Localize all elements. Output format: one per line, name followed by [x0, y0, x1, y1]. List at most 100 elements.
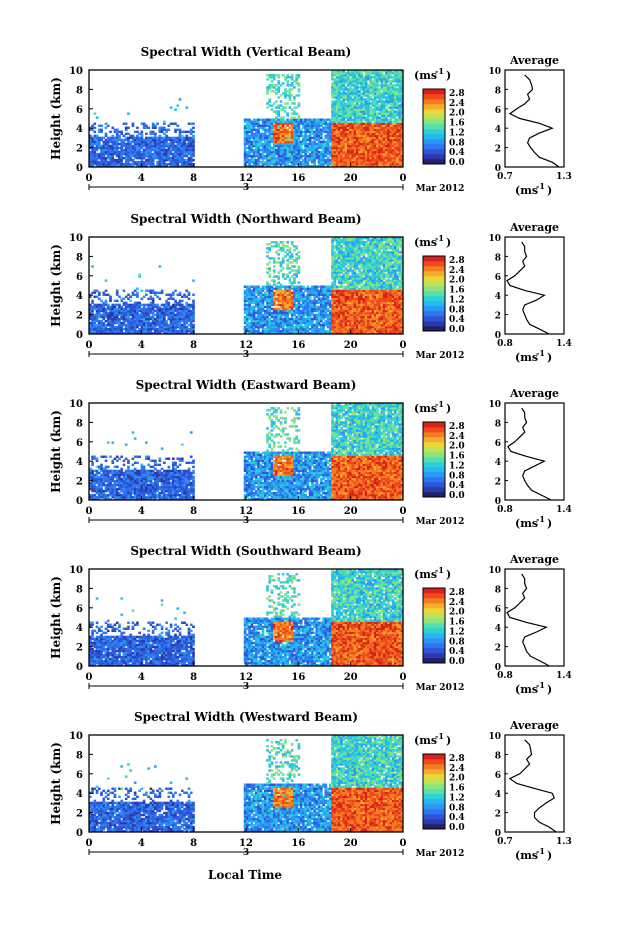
heatmap-cell — [389, 88, 393, 91]
heatmap-cell — [187, 319, 191, 323]
heatmap-cell — [272, 321, 276, 325]
heatmap-cell — [277, 275, 281, 278]
heatmap-cell — [156, 164, 159, 168]
heatmap-cell — [398, 112, 402, 115]
heatmap-cell — [189, 160, 193, 164]
heatmap-cell — [293, 146, 296, 150]
heatmap-cell — [342, 108, 346, 111]
heatmap-cell — [304, 323, 307, 327]
heatmap-cell — [398, 118, 402, 121]
heatmap-cell — [344, 162, 348, 166]
heatmap-cell — [254, 287, 258, 290]
heatmap-cell — [337, 90, 341, 93]
heatmap-cell — [259, 297, 263, 301]
heatmap-cell — [284, 120, 287, 123]
heatmap-cell — [138, 132, 141, 136]
heatmap-cell — [297, 114, 301, 117]
heatmap-cell — [254, 152, 258, 156]
heatmap-cell — [290, 116, 294, 119]
heatmap-cell — [250, 291, 254, 294]
heatmap-cell — [156, 331, 159, 335]
heatmap-cell — [378, 162, 381, 166]
heatmap-cell — [306, 297, 310, 301]
heatmap-cell — [358, 138, 361, 142]
heatmap-cell — [346, 140, 350, 144]
heatmap-cell — [140, 156, 144, 160]
heatmap-cell — [362, 142, 366, 146]
heatmap-cell — [333, 158, 337, 162]
heatmap-cell — [124, 327, 128, 331]
heatmap-cell — [266, 243, 269, 246]
heatmap-cell — [380, 136, 384, 140]
heatmap-cell — [91, 325, 94, 329]
heatmap-cell — [351, 126, 355, 130]
heatmap-cell — [277, 144, 281, 148]
heatmap-cell — [349, 146, 352, 150]
heatmap-cell — [250, 124, 254, 127]
heatmap-cell — [279, 289, 283, 292]
heatmap-cell — [156, 317, 159, 321]
heatmap-cell — [297, 122, 301, 125]
heatmap-cell — [355, 124, 359, 127]
heatmap-cell — [270, 331, 274, 335]
heatmap-cell — [286, 303, 290, 307]
heatmap-cell — [328, 158, 332, 162]
heatmap-cell — [147, 138, 150, 142]
heatmap-cell — [187, 303, 191, 307]
heatmap-cell — [358, 134, 361, 138]
heatmap-cell — [165, 309, 168, 313]
heatmap-cell — [140, 158, 144, 162]
heatmap-cell — [149, 327, 153, 331]
heatmap-cell — [275, 126, 278, 130]
heatmap-cell — [398, 126, 402, 130]
heatmap-cell — [376, 86, 379, 89]
heatmap-cell — [355, 132, 359, 136]
heatmap-cell — [328, 150, 332, 154]
heatmap-cell — [293, 118, 296, 121]
heatmap-cell — [252, 315, 256, 319]
heatmap-cell — [106, 317, 110, 321]
heatmap-cell — [167, 154, 171, 158]
heatmap-cell — [373, 150, 377, 154]
heatmap-cell — [95, 289, 99, 292]
heatmap-cell — [299, 287, 303, 290]
heatmap-cell — [340, 70, 343, 73]
heatmap-cell — [290, 269, 294, 272]
heatmap-cell — [140, 152, 144, 156]
heatmap-cell — [353, 92, 357, 95]
heatmap-cell — [174, 309, 177, 313]
heatmap-cell — [176, 156, 180, 160]
heatmap-cell — [180, 303, 184, 307]
heatmap-cell — [270, 126, 274, 130]
heatmap-cell — [183, 319, 186, 323]
heatmap-cell — [360, 136, 364, 140]
heatmap-cell — [302, 142, 305, 146]
heatmap-cell — [360, 144, 364, 148]
heatmap-cell — [355, 84, 359, 87]
heatmap-cell — [396, 70, 399, 73]
heatmap-cell — [277, 96, 281, 99]
profile-frame — [504, 69, 565, 168]
heatmap-cell — [93, 313, 97, 317]
heatmap-cell — [400, 150, 404, 154]
heatmap-cell — [261, 317, 265, 321]
heatmap-cell — [299, 293, 303, 297]
heatmap-cell — [378, 110, 381, 113]
heatmap-cell — [373, 142, 377, 146]
heatmap-cell — [165, 148, 168, 152]
heatmap-cell — [290, 146, 294, 150]
heatmap-cell — [97, 329, 101, 333]
heatmap-cell — [192, 148, 195, 152]
heatmap-cell — [97, 160, 101, 164]
heatmap-cell — [169, 329, 173, 333]
heatmap-cell — [131, 291, 135, 294]
heatmap-cell — [311, 299, 314, 303]
heatmap-cell — [149, 289, 153, 292]
heatmap-cell — [142, 122, 146, 125]
heatmap-cell — [290, 321, 294, 325]
heatmap-cell — [160, 323, 164, 327]
heatmap-cell — [185, 158, 189, 162]
heatmap-cell — [337, 152, 341, 156]
heatmap-cell — [277, 146, 281, 150]
heatmap-cell — [266, 283, 269, 286]
